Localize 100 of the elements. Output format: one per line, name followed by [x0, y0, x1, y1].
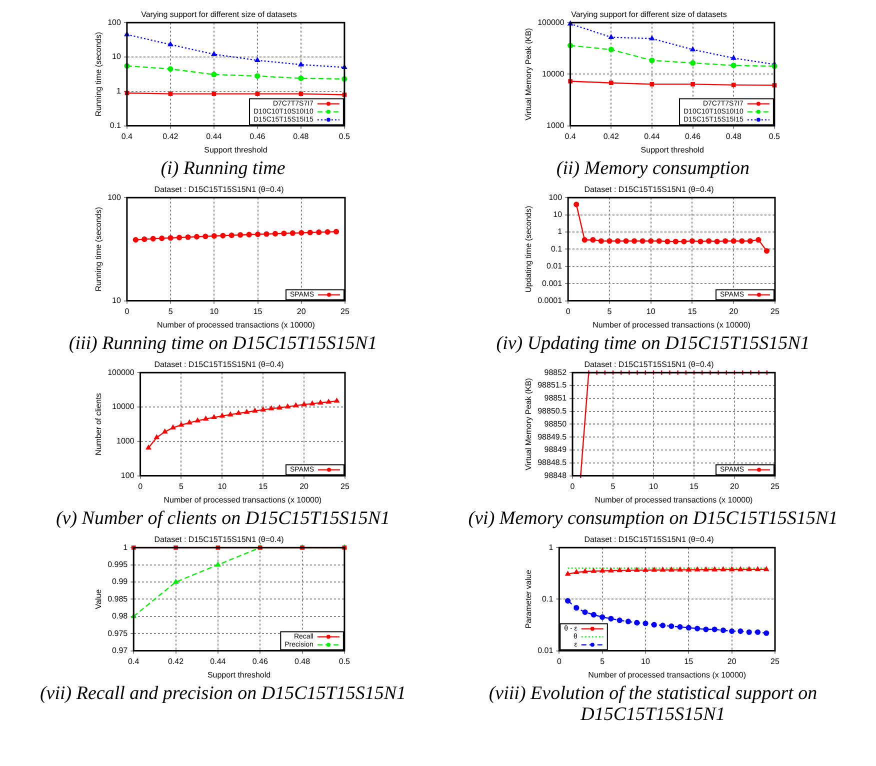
x-axis-title: Number of processed transactions (x 10000) [588, 670, 746, 680]
text: (vi) Memory consumption on D15C15T15S15N1 [467, 508, 839, 529]
chart-title: Dataset : D15C15T15S15N1 (θ=0.4) [154, 185, 284, 194]
text: (iii) Running time on D15C15T15S15N1 [68, 333, 378, 354]
chart-title: Varying support for different size of datasets [571, 10, 727, 20]
x-tick-label: 0.5 [338, 132, 351, 141]
x-tick-label: 25 [340, 306, 350, 316]
y-tick-label: 0.01 [546, 262, 563, 271]
x-tick-label: 25 [340, 482, 350, 491]
x-tick-label: 20 [729, 306, 739, 316]
x-tick-label: 15 [258, 482, 268, 491]
x-tick-label: 25 [770, 482, 780, 491]
y-tick-label: 10 [112, 296, 122, 306]
x-axis-title: Number of processed transactions (x 10000) [594, 495, 754, 504]
chart-title: Dataset : D15C15T15S15N1 (θ=0.4) [154, 535, 284, 544]
y-tick-label: 0.001 [542, 278, 563, 288]
y-axis-title: Value [94, 588, 104, 610]
text: (v) Number of clients on D15C15T15S15N1 [54, 508, 392, 529]
x-tick-label: 10 [641, 656, 650, 666]
y-axis-title: Virtual Memory Peak (KB) [524, 28, 534, 120]
x-tick-label: 10 [210, 306, 220, 316]
x-tick-label: 5 [610, 482, 616, 491]
text: (iv) Updating time on D15C15T15S15N1 [495, 333, 811, 354]
x-axis-title: Number of processed transactions (x 10000) [592, 320, 751, 330]
x-tick-label: 10 [218, 482, 228, 491]
x-tick-label: 5 [600, 656, 606, 666]
y-tick-label: 0.1 [550, 244, 563, 254]
x-tick-label: 0.48 [726, 132, 742, 141]
x-tick-label: 0 [566, 306, 571, 316]
text: (vii) Recall and precision on D15C15T15S15N1 [38, 683, 408, 704]
y-tick-label: 1 [558, 227, 563, 236]
x-tick-label: 0.46 [684, 132, 702, 141]
x-tick-label: 10 [649, 482, 659, 491]
x-tick-label: 0.46 [250, 132, 266, 141]
x-tick-label: 15 [253, 306, 263, 316]
x-tick-label: 15 [690, 482, 700, 491]
y-tick-label: 0.975 [108, 628, 128, 638]
y-axis-title: Running time (seconds) [94, 206, 104, 292]
chart-title: Dataset : D15C15T15S15N1 (θ=0.4) [584, 185, 714, 194]
x-tick-label: 0.44 [206, 132, 222, 141]
y-tick-label: 10 [112, 52, 122, 62]
chart-title: Dataset : D15C15T15S15N1 (θ=0.4) [154, 360, 284, 370]
y-tick-label: 0.01 [538, 646, 554, 656]
y-tick-label: 0.985 [108, 594, 128, 604]
x-tick-label: 0.4 [128, 656, 140, 666]
y-tick-label: 1 [123, 542, 128, 552]
y-tick-label: 100000 [108, 368, 135, 377]
y-tick-label: 98851.5 [538, 380, 568, 390]
y-tick-label: 1000 [546, 121, 565, 130]
x-tick-label: 20 [296, 306, 306, 316]
x-tick-label: 20 [730, 482, 740, 491]
x-tick-label: 0.48 [293, 132, 310, 141]
y-tick-label: 0.97 [112, 646, 128, 656]
x-tick-label: 25 [770, 656, 780, 666]
x-tick-label: 0.48 [294, 656, 311, 666]
y-tick-label: 100 [108, 18, 122, 27]
y-tick-label: 10 [553, 210, 563, 220]
x-tick-label: 15 [684, 656, 694, 666]
y-axis-title: Number of clients [94, 393, 104, 456]
x-tick-label: 20 [300, 482, 310, 491]
y-tick-label: 100 [108, 192, 122, 202]
x-tick-label: 5 [179, 482, 184, 491]
y-tick-label: 98851 [544, 394, 568, 403]
chart-title: Varying support for different size of datasets [141, 10, 297, 20]
y-tick-label: 98849 [544, 445, 568, 454]
x-tick-label: 0 [138, 482, 144, 491]
x-tick-label: 5 [607, 306, 612, 316]
chart-title: Dataset : D15C15T15S15N1 (θ=0.4) [584, 535, 714, 544]
text: (viii) Evolution of the statistical support on D15C15T15S15N1 [488, 683, 818, 725]
y-axis-title: Updating time (seconds) [524, 206, 534, 293]
y-tick-label: 98849.5 [538, 432, 568, 442]
y-tick-label: 1 [116, 86, 122, 96]
x-tick-label: 0 [124, 306, 130, 316]
x-tick-label: 0.5 [768, 132, 781, 141]
x-tick-label: 0.44 [644, 132, 660, 141]
x-tick-label: 0.42 [603, 132, 620, 141]
x-tick-label: 15 [688, 306, 698, 316]
x-tick-label: 25 [770, 306, 780, 316]
y-tick-label: 100 [548, 192, 563, 202]
x-axis-title: Number of processed transactions (x 10000) [157, 320, 316, 330]
chart-title: Dataset : D15C15T15S15N1 (θ=0.4) [584, 360, 714, 370]
y-tick-label: 98850 [544, 419, 568, 428]
text: (i) Running time [160, 158, 286, 179]
text: (ii) Memory consumption [555, 158, 751, 179]
x-axis-title: Number of processed transactions (x 10000) [164, 495, 322, 504]
y-tick-label: 0.1 [110, 121, 122, 130]
y-tick-label: 0.0001 [538, 296, 563, 306]
x-tick-label: 0.5 [338, 656, 351, 666]
y-tick-label: 98848 [544, 471, 568, 480]
y-tick-label: 0.98 [112, 612, 128, 621]
y-axis-title: Virtual Memory Peak (KB) [524, 378, 534, 470]
y-tick-label: 10000 [542, 69, 565, 78]
x-axis-title: Support threshold [640, 145, 704, 154]
y-tick-label: 98852 [544, 368, 568, 377]
x-tick-label: 10 [646, 306, 656, 316]
x-tick-label: 0.42 [162, 132, 179, 141]
y-tick-label: 98848.5 [538, 458, 568, 468]
x-tick-label: 0 [556, 656, 562, 666]
x-tick-label: 0 [570, 482, 576, 491]
y-tick-label: 98850.5 [538, 406, 568, 416]
